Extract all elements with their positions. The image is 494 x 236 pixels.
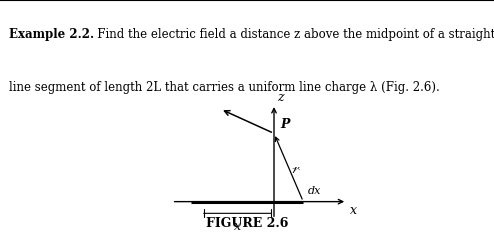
Text: x: x	[234, 220, 241, 233]
Text: $\mathscr{r}$: $\mathscr{r}$	[291, 162, 301, 177]
Text: Example 2.2.: Example 2.2.	[9, 28, 94, 41]
Text: line segment of length 2L that carries a uniform line charge λ (Fig. 2.6).: line segment of length 2L that carries a…	[9, 81, 440, 94]
Text: z: z	[277, 91, 284, 104]
Text: Find the electric field a distance z above the midpoint of a straight: Find the electric field a distance z abo…	[86, 28, 494, 41]
Text: x: x	[350, 204, 357, 217]
Text: P: P	[280, 118, 289, 131]
Text: FIGURE 2.6: FIGURE 2.6	[206, 216, 288, 230]
Text: dx: dx	[308, 186, 322, 196]
